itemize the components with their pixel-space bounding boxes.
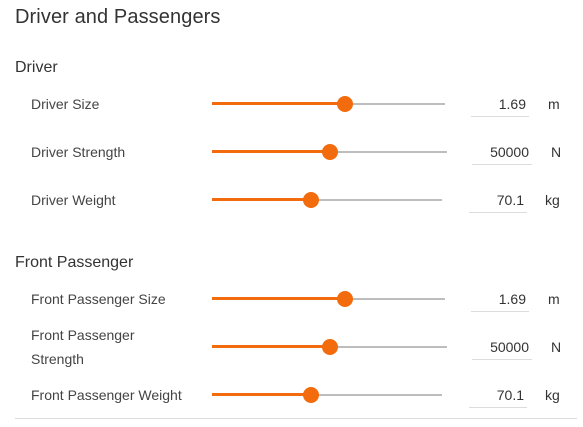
driver-size-slider[interactable] <box>212 94 445 114</box>
driver-weight-slider[interactable] <box>212 190 442 210</box>
driver-weight-unit: kg <box>545 192 560 208</box>
front-passenger-size-row: Front Passenger Size m <box>0 279 583 319</box>
front-passenger-strength-input[interactable] <box>472 335 532 360</box>
slider-fill <box>212 297 345 300</box>
slider-thumb[interactable] <box>302 192 319 208</box>
front-passenger-size-slider[interactable] <box>212 289 445 309</box>
slider-thumb[interactable] <box>321 144 338 160</box>
driver-size-row: Driver Size m <box>0 84 583 124</box>
front-passenger-strength-row: Front Passenger Strength N <box>0 327 583 375</box>
front-passenger-weight-slider[interactable] <box>212 385 442 405</box>
bottom-divider <box>15 418 577 419</box>
slider-thumb[interactable] <box>321 339 338 355</box>
driver-weight-row: Driver Weight kg <box>0 180 583 220</box>
slider-fill <box>212 150 330 153</box>
front-passenger-size-input[interactable] <box>471 287 529 312</box>
slider-fill <box>212 102 345 105</box>
slider-thumb[interactable] <box>336 291 353 307</box>
slider-track <box>212 394 442 396</box>
driver-weight-input[interactable] <box>469 188 527 213</box>
front-passenger-strength-label: Front Passenger Strength <box>31 327 135 367</box>
section-title-front-passenger: Front Passenger <box>15 254 134 271</box>
front-passenger-size-unit: m <box>548 291 560 307</box>
slider-fill <box>212 393 311 396</box>
slider-fill <box>212 198 311 201</box>
slider-thumb[interactable] <box>302 387 319 403</box>
driver-strength-row: Driver Strength N <box>0 132 583 172</box>
panel-title: Driver and Passengers <box>15 6 221 28</box>
driver-size-label: Driver Size <box>31 96 100 112</box>
driver-weight-label: Driver Weight <box>31 192 116 208</box>
driver-strength-slider[interactable] <box>212 142 447 162</box>
front-passenger-weight-unit: kg <box>545 387 560 403</box>
front-passenger-weight-label: Front Passenger Weight <box>31 387 182 403</box>
driver-strength-label: Driver Strength <box>31 144 126 160</box>
slider-fill <box>212 345 330 348</box>
front-passenger-strength-slider[interactable] <box>212 337 447 357</box>
driver-size-input[interactable] <box>471 92 529 117</box>
driver-strength-input[interactable] <box>472 140 532 165</box>
slider-track <box>212 199 442 201</box>
driver-size-unit: m <box>548 96 560 112</box>
front-passenger-size-label: Front Passenger Size <box>31 291 166 307</box>
section-title-driver: Driver <box>15 59 58 76</box>
slider-thumb[interactable] <box>336 96 353 112</box>
driver-strength-unit: N <box>551 144 562 160</box>
front-passenger-weight-row: Front Passenger Weight kg <box>0 375 583 415</box>
front-passenger-weight-input[interactable] <box>469 383 527 408</box>
front-passenger-strength-unit: N <box>551 339 562 355</box>
